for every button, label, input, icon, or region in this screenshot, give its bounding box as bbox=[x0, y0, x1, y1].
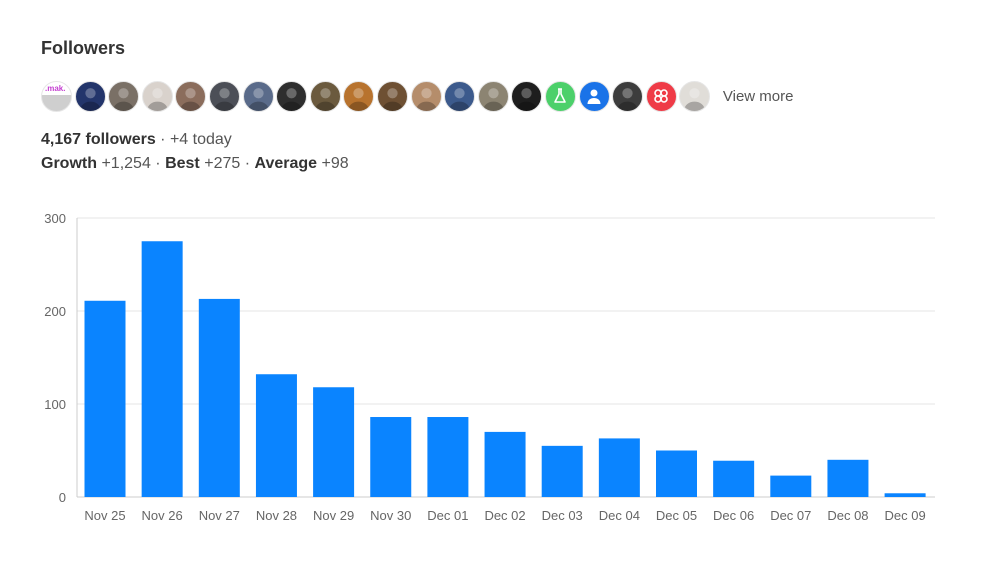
separator: · bbox=[244, 155, 251, 172]
avatar-landscape[interactable] bbox=[208, 80, 240, 112]
view-more-link[interactable]: View more bbox=[722, 87, 794, 105]
portrait-icon bbox=[516, 87, 538, 111]
bar-nov-29[interactable] bbox=[313, 387, 355, 497]
x-tick-label: Nov 28 bbox=[256, 508, 297, 523]
bar-dec-06[interactable] bbox=[713, 460, 755, 497]
avatar-blue-burst[interactable] bbox=[74, 80, 106, 112]
avatar-street[interactable] bbox=[477, 80, 509, 112]
portrait-icon bbox=[482, 87, 504, 111]
portrait-icon bbox=[247, 87, 269, 111]
bar-nov-26[interactable] bbox=[141, 241, 183, 497]
avatar-colorful[interactable] bbox=[343, 80, 375, 112]
bar-dec-02[interactable] bbox=[484, 431, 526, 497]
avatar-dark-suit[interactable] bbox=[276, 80, 308, 112]
bar-nov-28[interactable] bbox=[255, 374, 297, 497]
bar-nov-25[interactable] bbox=[84, 300, 126, 497]
avatar-glasses-man[interactable] bbox=[679, 80, 711, 112]
portrait-icon bbox=[448, 87, 471, 111]
portrait-icon bbox=[381, 87, 404, 111]
avatar-suit-man[interactable] bbox=[242, 80, 274, 112]
flask-icon bbox=[554, 88, 567, 103]
portrait-icon bbox=[79, 87, 101, 111]
bar-dec-04[interactable] bbox=[598, 438, 640, 497]
x-tick-label: Dec 01 bbox=[427, 508, 468, 523]
x-tick-label: Nov 25 bbox=[84, 508, 125, 523]
portrait-icon bbox=[112, 87, 135, 111]
average-value: +98 bbox=[321, 155, 349, 172]
x-tick-label: Dec 04 bbox=[599, 508, 640, 523]
x-tick-label: Nov 26 bbox=[142, 508, 183, 523]
portrait-icon bbox=[180, 87, 202, 111]
portrait-icon bbox=[616, 87, 639, 111]
y-tick-label: 200 bbox=[44, 304, 66, 319]
avatar-smiling-man[interactable] bbox=[141, 80, 173, 112]
followers-title: Followers bbox=[41, 38, 126, 58]
x-tick-label: Nov 30 bbox=[370, 508, 411, 523]
avatar-earth-tone[interactable] bbox=[309, 80, 341, 112]
x-tick-label: Dec 07 bbox=[770, 508, 811, 523]
y-tick-label: 300 bbox=[44, 211, 66, 226]
avatar-label: .mak. bbox=[45, 83, 66, 93]
followers-count: 4,167 followers bbox=[41, 131, 156, 148]
portrait-icon bbox=[146, 87, 169, 111]
followers-summary: 4,167 followers · +4 today bbox=[41, 131, 232, 149]
avatar-room[interactable] bbox=[376, 80, 408, 112]
avatar-group-photo[interactable] bbox=[175, 80, 207, 112]
bar-dec-08[interactable] bbox=[827, 459, 869, 497]
best-value: +275 bbox=[204, 155, 241, 172]
bar-dec-03[interactable] bbox=[541, 445, 583, 497]
portrait-icon bbox=[280, 87, 303, 111]
growth-summary: Growth +1,254 · Best +275 · Average +98 bbox=[41, 155, 349, 173]
bar-dec-01[interactable] bbox=[427, 417, 469, 497]
portrait-icon bbox=[415, 87, 437, 111]
growth-value: +1,254 bbox=[101, 155, 151, 172]
separator: · bbox=[155, 155, 161, 172]
growth-label: Growth bbox=[41, 155, 97, 172]
x-tick-label: Dec 02 bbox=[484, 508, 525, 523]
x-tick-label: Dec 06 bbox=[713, 508, 754, 523]
knot-logo-icon bbox=[654, 89, 668, 103]
portrait-icon bbox=[213, 87, 236, 111]
bar-nov-30[interactable] bbox=[370, 417, 412, 497]
person-icon bbox=[587, 89, 601, 104]
avatar-flask[interactable] bbox=[544, 80, 576, 112]
avatar-bw-portrait[interactable] bbox=[612, 80, 644, 112]
x-tick-label: Dec 09 bbox=[884, 508, 925, 523]
portrait-icon bbox=[348, 87, 370, 111]
x-tick-label: Dec 05 bbox=[656, 508, 697, 523]
avatar-dark[interactable] bbox=[511, 80, 543, 112]
avatar-mak[interactable]: .mak. bbox=[41, 80, 72, 112]
portrait-icon bbox=[314, 87, 337, 111]
best-label: Best bbox=[165, 155, 200, 172]
today-gain: · +4 today bbox=[160, 131, 232, 148]
avatar-woman[interactable] bbox=[410, 80, 442, 112]
average-label: Average bbox=[254, 155, 318, 172]
follower-avatars: .mak. View more bbox=[41, 80, 793, 112]
bar-dec-07[interactable] bbox=[770, 475, 812, 497]
bar-dec-05[interactable] bbox=[656, 450, 697, 498]
x-tick-label: Nov 29 bbox=[313, 508, 354, 523]
avatar-red-logo[interactable] bbox=[645, 80, 677, 112]
avatar-default[interactable] bbox=[578, 80, 610, 112]
y-tick-label: 100 bbox=[44, 397, 66, 412]
bar-dec-09[interactable] bbox=[884, 493, 926, 497]
portrait-icon bbox=[684, 87, 706, 111]
bar-nov-27[interactable] bbox=[198, 298, 240, 497]
x-tick-label: Dec 08 bbox=[827, 508, 868, 523]
x-tick-label: Nov 27 bbox=[199, 508, 240, 523]
y-tick-label: 0 bbox=[59, 490, 66, 505]
x-tick-label: Dec 03 bbox=[542, 508, 583, 523]
avatar-man-blue[interactable] bbox=[444, 80, 476, 112]
avatar-bearded-man[interactable] bbox=[108, 80, 140, 112]
